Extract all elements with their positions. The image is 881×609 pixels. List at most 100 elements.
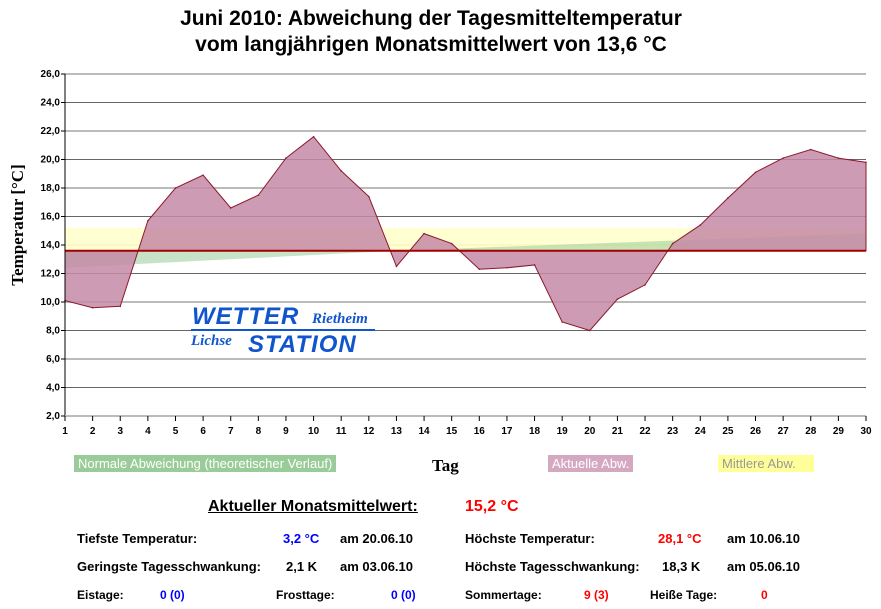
x-tick-label: 12 — [363, 426, 375, 437]
x-tick-label: 6 — [200, 426, 206, 437]
max-range-label: Höchste Tagesschwankung: — [465, 559, 640, 574]
chart-plot: 2,0 4,0 6,0 8,0 10,0 12,0 14,0 16,0 18,0 20,0 22,0… — [41, 69, 872, 437]
data-point — [782, 157, 784, 159]
max-temp-date: am 10.06.10 — [727, 531, 801, 546]
x-tick-label: 15 — [446, 426, 458, 437]
logo-wetter: WETTER — [192, 303, 300, 330]
y-tick-label: 12,0 — [41, 269, 61, 280]
data-point — [119, 305, 122, 308]
x-tick-label: 27 — [778, 426, 790, 437]
data-point — [395, 265, 398, 268]
data-point — [478, 268, 481, 271]
data-point — [229, 207, 232, 209]
frost-days-label: Frosttage: — [276, 588, 335, 602]
data-point — [312, 135, 315, 138]
data-point — [837, 157, 840, 159]
data-point — [754, 171, 757, 174]
data-point — [809, 148, 812, 151]
x-tick-label: 10 — [308, 426, 320, 437]
data-point — [91, 306, 94, 309]
data-point — [257, 194, 260, 196]
summer-days-label: Sommertage: — [465, 588, 542, 602]
data-point — [285, 157, 287, 159]
station-logo: WETTER Rietheim Lichse STATION — [190, 303, 380, 361]
data-point — [506, 267, 508, 269]
min-temp-date: am 20.06.10 — [340, 531, 414, 546]
legend-actual: Aktuelle Abw. — [548, 455, 634, 472]
y-tick-label: 8,0 — [46, 326, 60, 337]
x-tick-label: 26 — [750, 426, 762, 437]
data-point — [671, 242, 674, 245]
y-tick-label: 4,0 — [46, 383, 60, 394]
x-tick-label: 28 — [805, 426, 817, 437]
y-tick-label: 18,0 — [41, 183, 61, 194]
x-tick-label: 2 — [90, 426, 96, 437]
y-tick-label: 24,0 — [41, 98, 61, 109]
y-tick-label: 20,0 — [41, 155, 61, 166]
data-point — [533, 264, 536, 266]
data-point — [561, 321, 563, 323]
min-range-date: am 03.06.10 — [340, 559, 414, 574]
y-tick-label: 6,0 — [46, 354, 60, 365]
ice-days-label: Eistage: — [77, 588, 124, 602]
x-tick-label: 7 — [228, 426, 234, 437]
x-tick-label: 4 — [145, 426, 151, 437]
summer-days-value: 9 (3) — [584, 588, 609, 602]
title-line-2: vom langjährigen Monatsmittelwert von 13… — [195, 33, 667, 56]
title-line-1: Juni 2010: Abweichung der Tagesmitteltem… — [180, 7, 682, 30]
data-point — [699, 224, 702, 226]
min-range-label: Geringste Tagesschwankung: — [77, 559, 261, 574]
x-tick-label: 1 — [62, 426, 68, 437]
ice-days-value: 0 (0) — [160, 588, 185, 602]
x-tick-label: 11 — [336, 426, 347, 437]
x-tick-label: 20 — [584, 426, 596, 437]
x-tick-label: 9 — [283, 426, 289, 437]
logo-rietheim: Rietheim — [312, 311, 368, 327]
max-temp-value: 28,1 °C — [658, 531, 702, 546]
y-tick-label: 2,0 — [46, 411, 60, 422]
x-tick-label: 3 — [117, 426, 123, 437]
min-temp-value: 3,2 °C — [283, 531, 320, 546]
logo-station: STATION — [248, 331, 357, 358]
max-temp-label: Höchste Temperatur: — [465, 531, 595, 546]
data-point — [588, 329, 591, 332]
logo-lichse: Lichse — [191, 333, 232, 349]
x-tick-label: 13 — [391, 426, 403, 437]
chart-title: Juni 2010: Abweichung der Tagesmitteltem… — [0, 6, 862, 58]
y-tick-label: 16,0 — [41, 212, 61, 223]
y-tick-label: 26,0 — [41, 69, 61, 80]
data-point — [616, 298, 619, 300]
max-range-date: am 05.06.10 — [727, 559, 801, 574]
x-tick-label: 24 — [695, 426, 707, 437]
legend-normal: Normale Abweichung (theoretischer Verlau… — [74, 455, 337, 472]
hot-days-value: 0 — [761, 588, 768, 602]
max-range-value: 18,3 K — [662, 559, 701, 574]
data-point — [368, 195, 370, 198]
data-point — [727, 197, 729, 199]
logo-divider — [191, 329, 375, 331]
data-point — [340, 170, 343, 172]
x-tick-label: 8 — [256, 426, 262, 437]
data-point — [865, 161, 867, 164]
legend-mean: Mittlere Abw. — [718, 455, 814, 472]
x-tick-label: 29 — [833, 426, 845, 437]
data-point — [147, 219, 149, 222]
x-axis-label: Tag — [432, 456, 459, 475]
data-point — [644, 284, 646, 286]
frost-days-value: 0 (0) — [391, 588, 416, 602]
hot-days-label: Heiße Tage: — [650, 588, 718, 602]
data-point — [174, 187, 177, 189]
x-tick-label: 21 — [612, 426, 624, 437]
y-tick-label: 14,0 — [41, 240, 61, 251]
min-temp-label: Tiefste Temperatur: — [77, 531, 198, 546]
data-point — [202, 174, 204, 176]
x-tick-label: 19 — [557, 426, 569, 437]
x-tick-label: 17 — [501, 426, 513, 437]
data-point — [423, 232, 425, 235]
month-mean-value: 15,2 °C — [465, 498, 519, 515]
x-tick-label: 30 — [860, 426, 872, 437]
x-tick-label: 14 — [419, 426, 431, 437]
data-point — [450, 242, 453, 245]
y-tick-label: 22,0 — [41, 126, 61, 137]
x-tick-label: 16 — [474, 426, 486, 437]
